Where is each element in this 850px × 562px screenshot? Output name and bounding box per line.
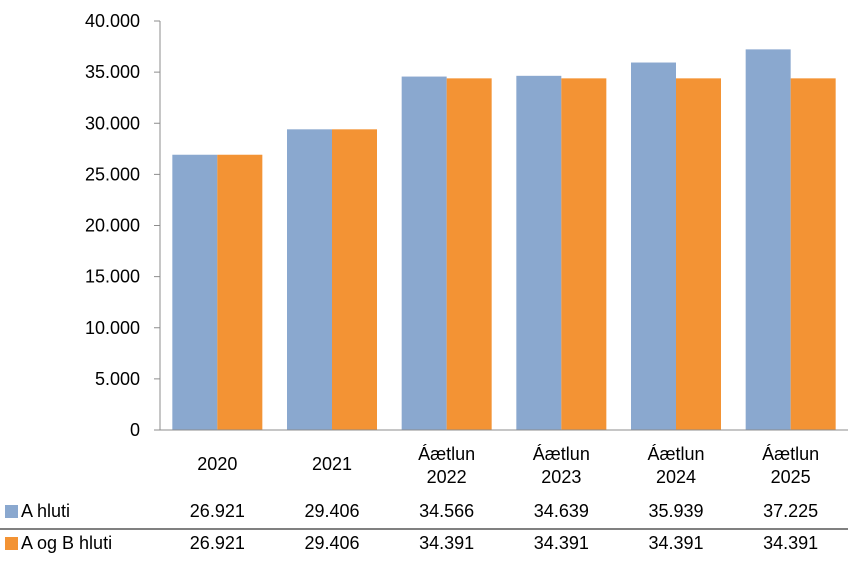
y-tick-label: 35.000 (85, 62, 140, 82)
y-tick-label: 25.000 (85, 164, 140, 184)
bar-a-hluti (631, 62, 676, 431)
bar-a-hluti (287, 129, 332, 430)
data-table-value: 35.939 (648, 501, 703, 521)
data-table-value: 37.225 (763, 501, 818, 521)
x-category-label: 2022 (427, 467, 467, 487)
x-category-label: Áætlun (762, 444, 819, 464)
x-category-label: 2021 (312, 454, 352, 474)
data-table-value: 34.391 (534, 533, 589, 553)
data-table-value: 34.391 (648, 533, 703, 553)
x-category-label: Áætlun (533, 444, 590, 464)
y-tick-label: 15.000 (85, 267, 140, 287)
bar-a-og-b-hluti (217, 154, 263, 430)
x-category-label: Áætlun (418, 444, 475, 464)
y-tick-label: 30.000 (85, 113, 140, 133)
bar-a-hluti (516, 75, 562, 430)
y-tick-label: 10.000 (85, 318, 140, 338)
data-table-value: 26.921 (190, 533, 245, 553)
x-category-label: 2024 (656, 467, 696, 487)
data-table-value: 34.391 (419, 533, 474, 553)
data-table-value: 29.406 (304, 501, 359, 521)
bar-a-hluti (172, 154, 218, 430)
bar-a-og-b-hluti (446, 78, 492, 431)
data-table-value: 34.639 (534, 501, 589, 521)
y-tick-label: 0 (130, 420, 140, 440)
bar-a-hluti (401, 76, 447, 430)
data-table-value: 29.406 (304, 533, 359, 553)
legend-key-a-og-b-hluti (5, 537, 18, 550)
legend-series-name: A hluti (21, 501, 70, 521)
y-tick-label: 5.000 (95, 369, 140, 389)
bar-a-og-b-hluti (790, 78, 836, 431)
x-category-label: 2025 (771, 467, 811, 487)
x-category-label: 2023 (541, 467, 581, 487)
x-category-label: Áætlun (647, 444, 704, 464)
bar-a-og-b-hluti (676, 78, 721, 431)
legend-series-name: A og B hluti (21, 533, 112, 553)
y-tick-label: 40.000 (85, 11, 140, 31)
legend-key-a-hluti (5, 505, 18, 518)
data-table-value: 34.566 (419, 501, 474, 521)
y-tick-label: 20.000 (85, 216, 140, 236)
bar-a-hluti (745, 49, 791, 430)
bar-a-og-b-hluti (561, 78, 607, 431)
bar-a-og-b-hluti (332, 129, 377, 430)
x-category-label: 2020 (197, 454, 237, 474)
data-table-value: 34.391 (763, 533, 818, 553)
data-table-value: 26.921 (190, 501, 245, 521)
